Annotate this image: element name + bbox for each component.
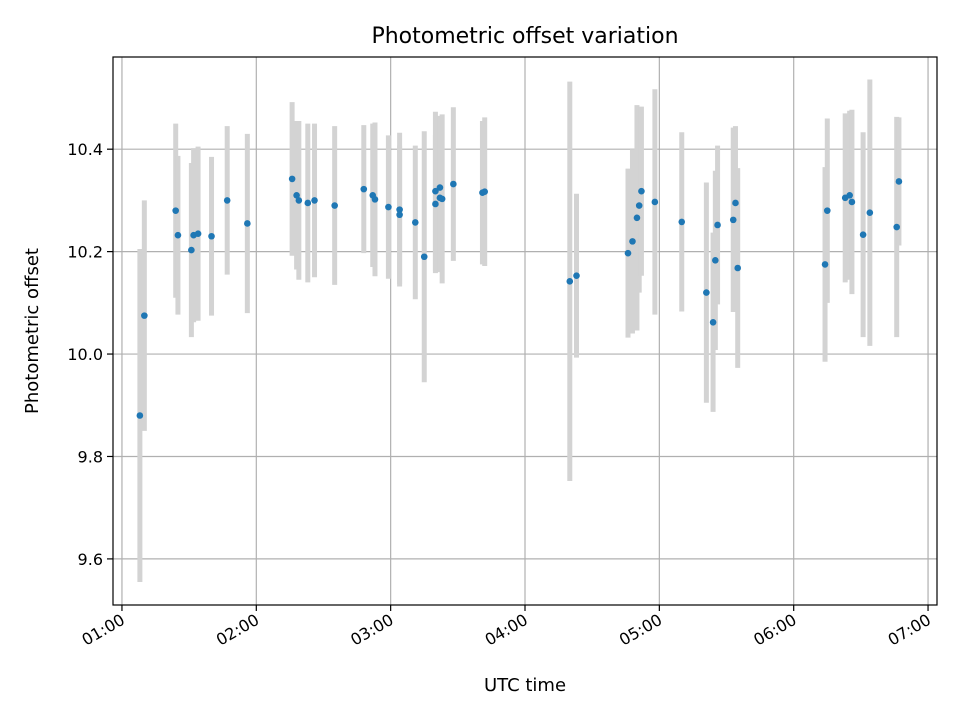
data-point bbox=[624, 249, 632, 257]
data-point bbox=[633, 214, 641, 222]
data-point bbox=[136, 412, 144, 419]
y-tick-label: 10.2 bbox=[67, 243, 103, 262]
y-axis-title: Photometric offset bbox=[22, 248, 43, 414]
data-point bbox=[734, 264, 742, 272]
data-point bbox=[450, 180, 457, 188]
data-point bbox=[244, 220, 251, 227]
data-point bbox=[172, 207, 179, 214]
data-point bbox=[295, 197, 303, 204]
data-point bbox=[629, 238, 636, 245]
data-point bbox=[481, 188, 488, 195]
data-point bbox=[846, 191, 853, 199]
y-tick-label: 9.6 bbox=[78, 550, 103, 569]
data-point bbox=[311, 197, 318, 204]
data-point bbox=[194, 230, 202, 237]
chart-title: Photometric offset variation bbox=[371, 24, 678, 49]
data-point bbox=[732, 199, 739, 207]
data-point bbox=[895, 178, 903, 185]
data-point bbox=[823, 207, 831, 214]
data-point bbox=[385, 203, 392, 211]
data-point bbox=[396, 206, 403, 213]
data-point bbox=[866, 209, 874, 216]
data-point bbox=[566, 278, 574, 285]
data-point bbox=[288, 175, 296, 183]
data-point bbox=[709, 318, 717, 326]
data-point bbox=[293, 191, 300, 199]
data-point bbox=[573, 272, 580, 279]
y-axis-ticks: 9.6 9.8 10.0 10.2 10.4 bbox=[67, 140, 113, 569]
data-point bbox=[436, 184, 444, 191]
data-point bbox=[331, 202, 338, 209]
data-point bbox=[712, 257, 719, 264]
data-point bbox=[638, 187, 645, 195]
data-point bbox=[223, 197, 231, 204]
data-point bbox=[635, 202, 643, 209]
data-point bbox=[859, 231, 867, 239]
y-tick-label: 9.8 bbox=[78, 447, 103, 466]
data-point bbox=[678, 218, 686, 226]
data-point bbox=[848, 198, 856, 206]
data-point bbox=[360, 185, 368, 193]
data-point bbox=[729, 216, 737, 224]
data-point bbox=[432, 187, 439, 195]
data-point bbox=[141, 312, 148, 319]
data-point bbox=[371, 196, 379, 203]
data-point bbox=[714, 221, 721, 229]
data-point bbox=[420, 253, 428, 261]
data-point bbox=[651, 198, 659, 206]
x-axis-title: UTC time bbox=[484, 675, 566, 696]
data-point bbox=[821, 261, 829, 268]
data-point bbox=[432, 200, 439, 208]
data-point bbox=[304, 199, 312, 207]
data-point bbox=[703, 289, 710, 296]
y-tick-label: 10.4 bbox=[67, 140, 103, 159]
data-points bbox=[136, 175, 903, 419]
data-point bbox=[396, 211, 403, 219]
data-point bbox=[188, 246, 195, 254]
data-point bbox=[438, 195, 446, 203]
data-point bbox=[208, 232, 215, 240]
data-point bbox=[174, 231, 182, 239]
data-point bbox=[411, 219, 419, 226]
y-tick-label: 10.0 bbox=[67, 345, 103, 364]
data-point bbox=[893, 223, 900, 231]
